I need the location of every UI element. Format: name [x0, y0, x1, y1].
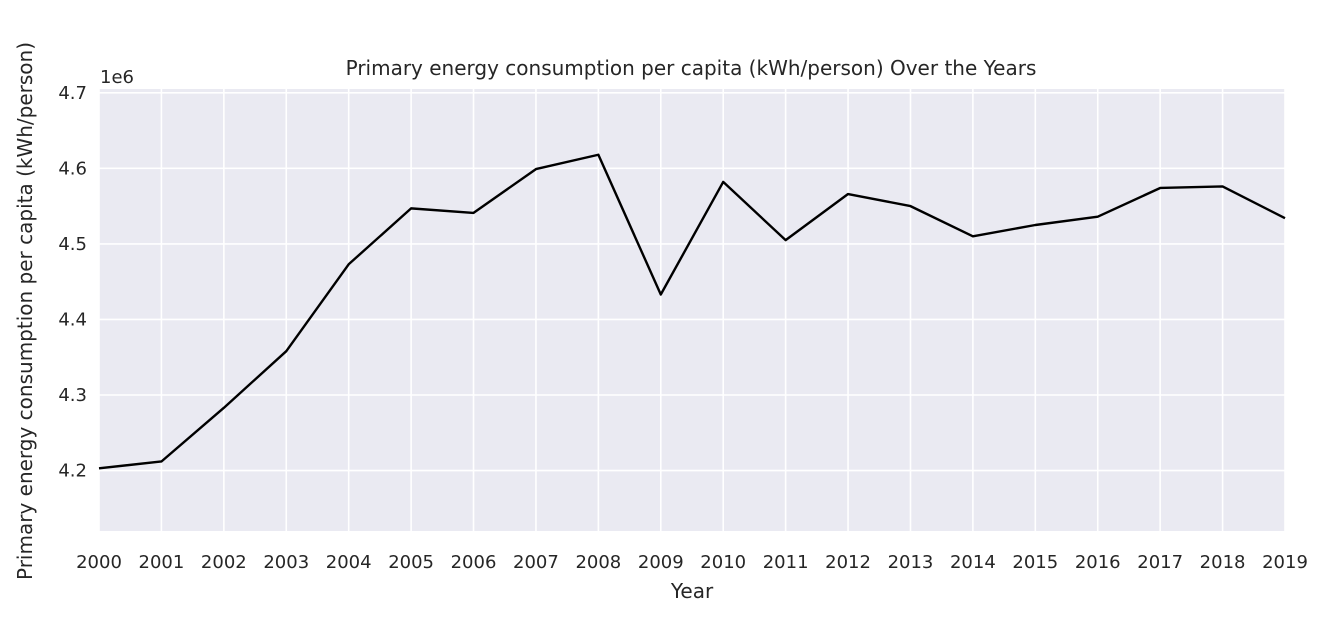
series-layer: [97, 153, 1287, 470]
data-point: [159, 459, 163, 463]
data-point: [347, 262, 351, 266]
y-tick-label: 4.5: [58, 234, 87, 255]
x-tick-label: 2018: [1200, 552, 1246, 573]
data-point: [409, 206, 413, 210]
plot-area: [99, 89, 1285, 531]
data-point: [1096, 215, 1100, 219]
y-tick-label: 4.7: [58, 83, 87, 104]
data-point: [846, 192, 850, 196]
data-point: [908, 204, 912, 208]
data-point: [284, 349, 288, 353]
x-tick-label: 2016: [1075, 552, 1121, 573]
data-point: [659, 293, 663, 297]
data-point: [1283, 216, 1287, 220]
x-tick-label: 2017: [1137, 552, 1183, 573]
x-tick-label: 2000: [76, 552, 122, 573]
x-tick-label: 2006: [451, 552, 497, 573]
data-point: [596, 153, 600, 157]
x-tick-label: 2003: [263, 552, 309, 573]
x-tick-label: 2002: [201, 552, 247, 573]
grid-lines: [98, 89, 1286, 531]
x-tick-label: 2008: [575, 552, 621, 573]
x-tick-label: 2019: [1262, 552, 1308, 573]
y-axis-offset-label: 1e6: [100, 67, 134, 88]
x-tick-label: 2012: [825, 552, 871, 573]
data-point: [721, 180, 725, 184]
data-point: [97, 466, 101, 470]
chart-title: Primary energy consumption per capita (k…: [346, 56, 1037, 80]
x-axis-label: Year: [670, 579, 714, 603]
x-tick-label: 2014: [950, 552, 996, 573]
data-point: [534, 167, 538, 171]
series-line: [98, 153, 1286, 470]
x-tick-label: 2015: [1012, 552, 1058, 573]
data-point: [1033, 223, 1037, 227]
x-axis-ticks: 2000 2001 2002 2003 2004 2005 2006 2007 2008 2009…: [76, 552, 1308, 573]
x-tick-label: 2001: [139, 552, 185, 573]
x-tick-label: 2009: [638, 552, 684, 573]
x-tick-label: 2010: [700, 552, 746, 573]
y-tick-label: 4.2: [58, 461, 87, 482]
data-point: [1221, 184, 1225, 188]
y-axis-label: Primary energy consumption per capita (k…: [13, 42, 37, 580]
data-point: [472, 211, 476, 215]
x-tick-label: 2007: [513, 552, 559, 573]
x-tick-label: 2011: [763, 552, 809, 573]
data-point: [1158, 186, 1162, 190]
data-point: [784, 238, 788, 242]
y-tick-label: 4.3: [58, 385, 87, 406]
x-tick-label: 2013: [888, 552, 934, 573]
x-tick-label: 2004: [326, 552, 372, 573]
data-point: [971, 234, 975, 238]
x-tick-label: 2005: [388, 552, 434, 573]
data-point: [222, 406, 226, 410]
y-axis-ticks: 4.2 4.3 4.4 4.5 4.6 4.7: [58, 83, 87, 482]
y-tick-label: 4.6: [58, 158, 87, 179]
y-tick-label: 4.4: [58, 309, 87, 330]
